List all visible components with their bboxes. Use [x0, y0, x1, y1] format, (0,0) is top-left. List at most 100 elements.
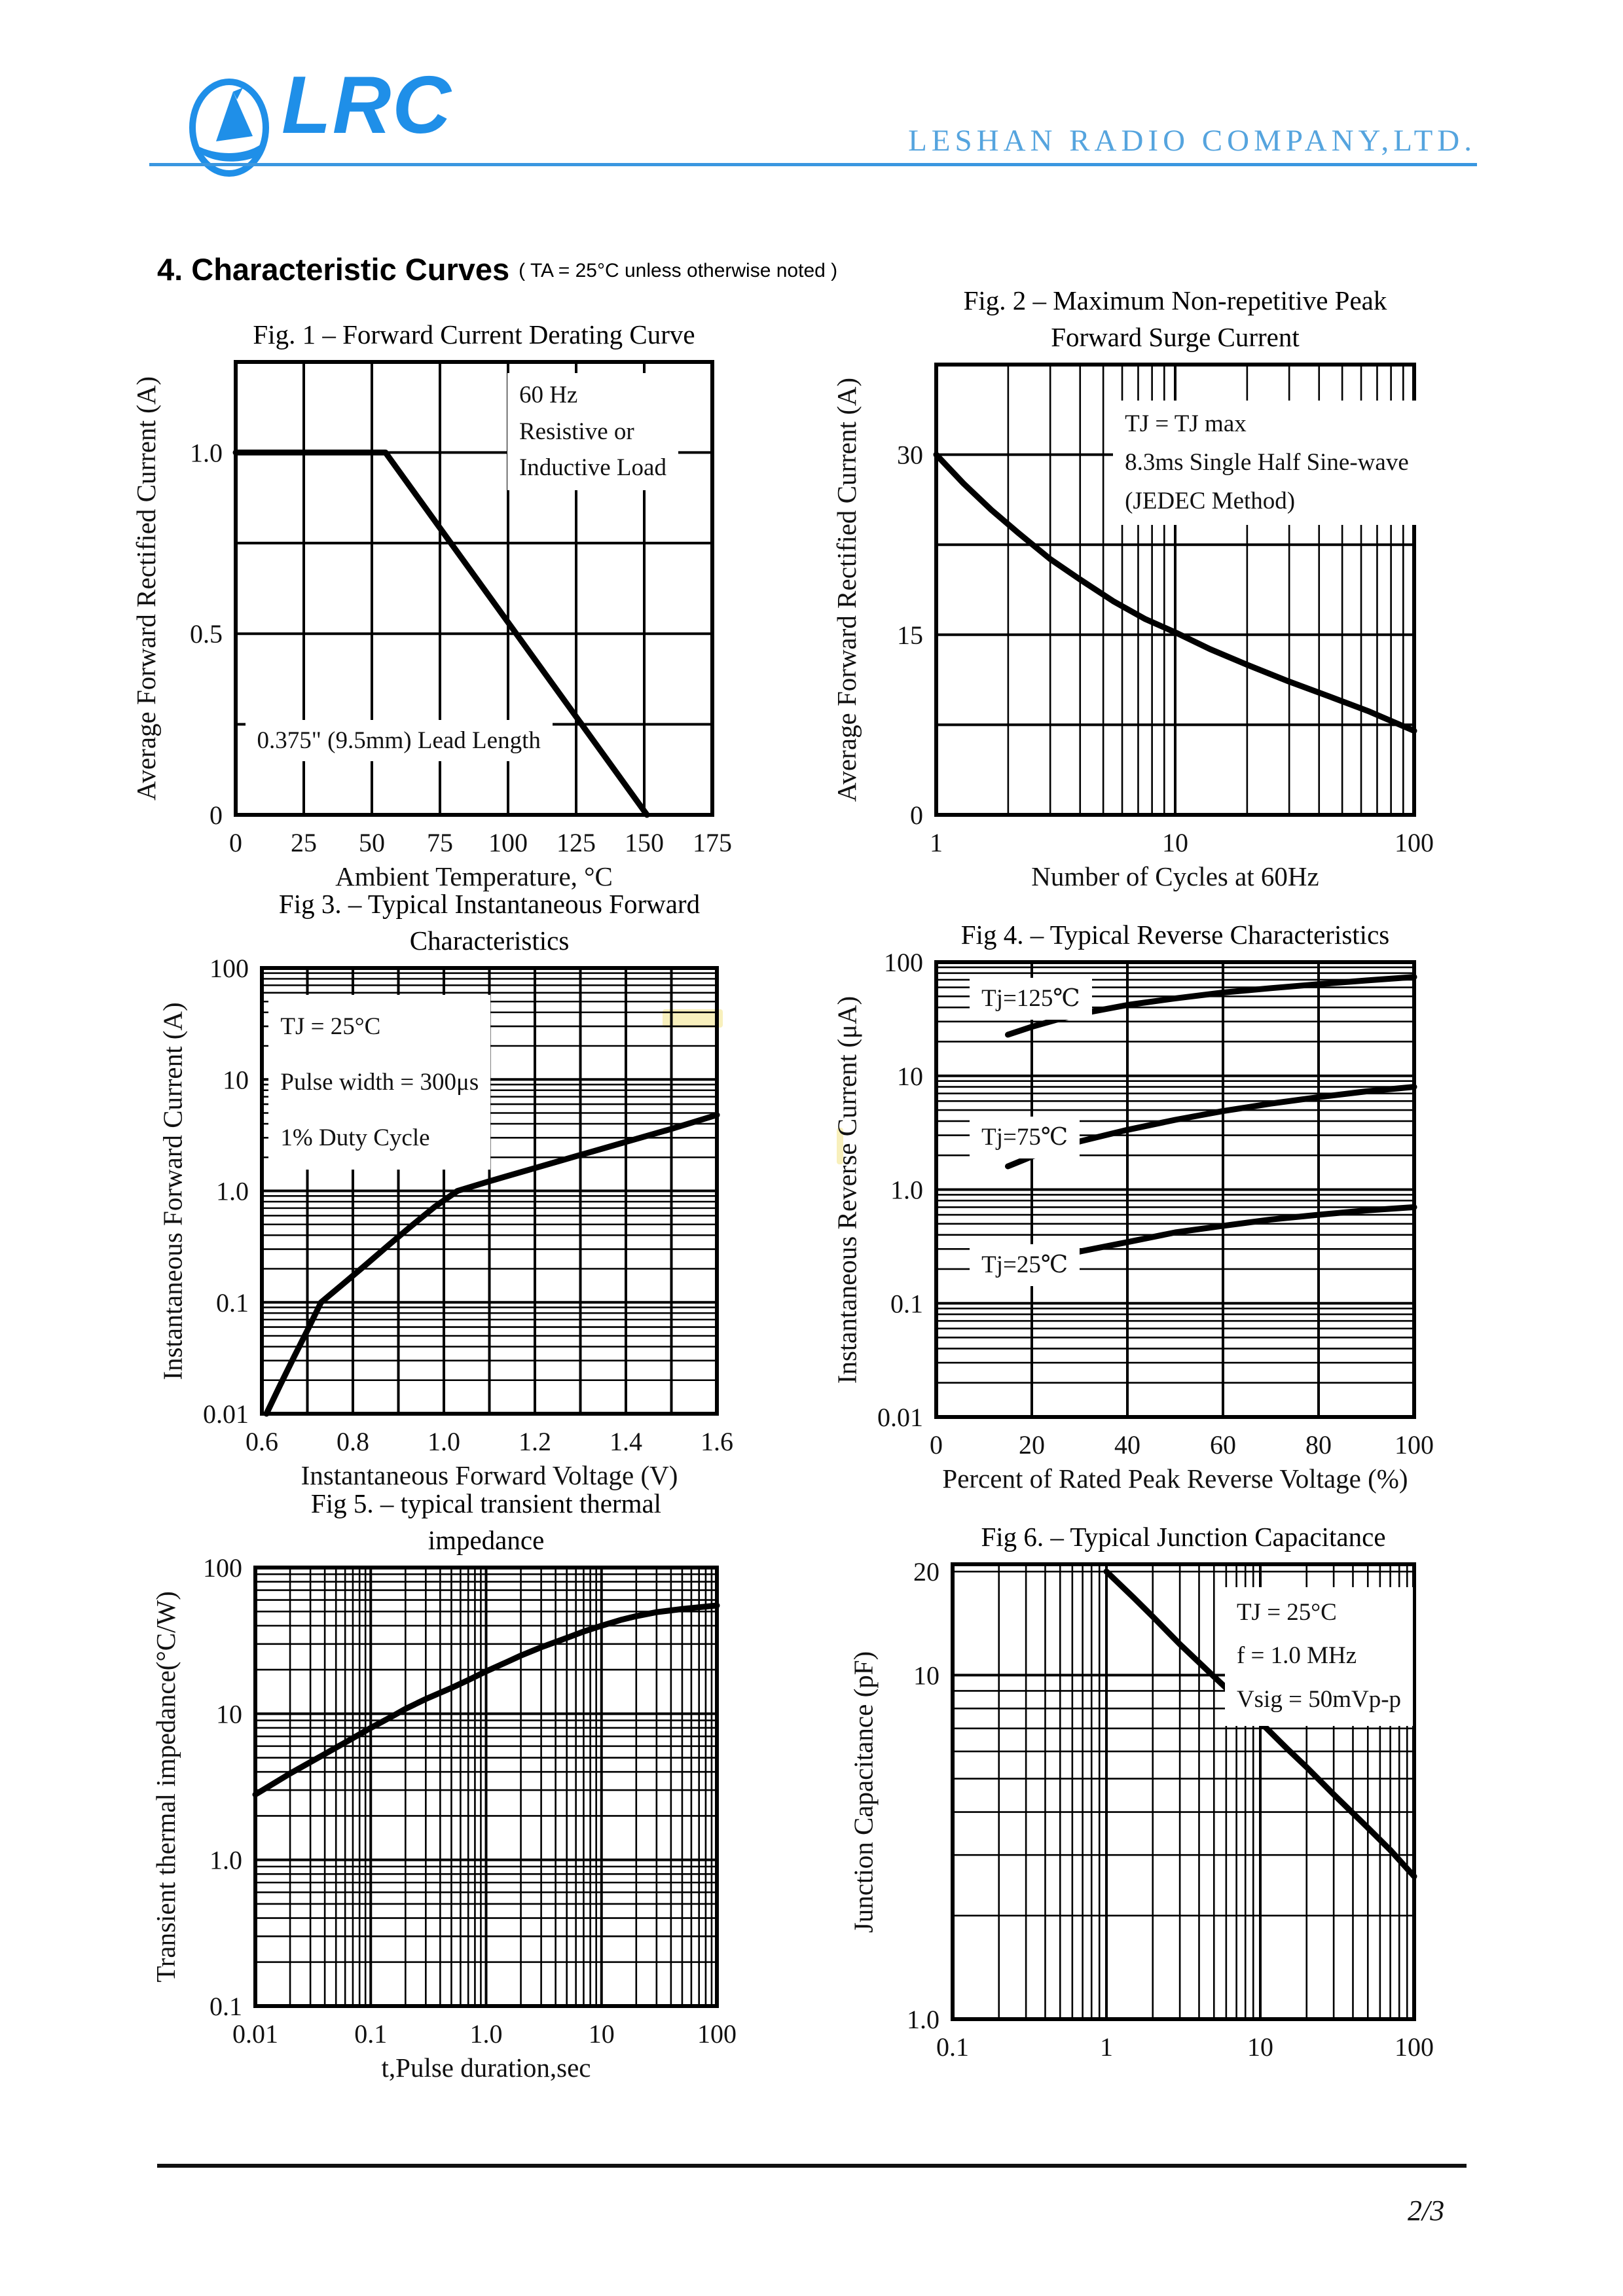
y-tick-label: 20 — [913, 1557, 939, 1587]
figure-3-plot: 0.6 0.8 1.0 1.2 1.4 1.6 100 10 1.0 0.1 0.01 TJ = 25… — [164, 942, 759, 1469]
figure-title-line: Fig 4. – Typical Reverse Characteristics — [960, 920, 1390, 950]
x-tick-label: 1.0 — [470, 2019, 503, 2049]
figure-2-x-axis-title: Number of Cycles at 60Hz — [1031, 861, 1319, 891]
x-tick-label: 100 — [1395, 1430, 1434, 1460]
figure-3-x-axis-title: Instantaneous Forward Voltage (V) — [301, 1460, 678, 1490]
y-tick-label: 15 — [897, 620, 923, 650]
x-tick-label: 1.4 — [610, 1427, 642, 1456]
x-tick-label: 60 — [1210, 1430, 1236, 1460]
lrc-logo-text: LRC — [282, 60, 452, 151]
figure-title-line: Fig. 1 – Forward Current Derating Curve — [253, 319, 695, 350]
figure-5-y-axis-title: Transient thermal impedance(°C/W) — [151, 1591, 181, 1982]
curve-forward-vi — [263, 1112, 720, 1417]
lrc-logo: LRC — [182, 60, 483, 186]
figure-title-line: Fig 6. – Typical Junction Capacitance — [981, 1522, 1386, 1552]
y-tick-label: 100 — [210, 954, 249, 983]
y-tick-label: 100 — [884, 948, 923, 977]
figure-2-title: Fig. 2 – Maximum Non-repetitive Peak For… — [936, 282, 1414, 355]
x-tick-label: 100 — [697, 2019, 737, 2049]
figure-6-plot: 0.1 1 10 100 20 10 1.0 TJ = 25°C f = 1.0 MHz Vsig… — [854, 1538, 1457, 2075]
chart-annotation: TJ = 25°C f = 1.0 MHz Vsig = 50mVp-p — [1224, 1587, 1413, 1726]
chart-annotation: 0.375" (9.5mm) Lead Length — [245, 719, 553, 762]
chart-annotation: Tj=125℃ — [970, 978, 1092, 1020]
x-tick-label: 40 — [1114, 1430, 1140, 1460]
x-tick-label: 125 — [556, 828, 596, 857]
x-tick-label: 0.1 — [354, 2019, 387, 2049]
figure-4-plot: 0 20 40 60 80 100 100 10 1.0 0.1 0.01 Tj=125℃ Tj=75℃… — [838, 936, 1457, 1473]
x-tick-label: 75 — [427, 828, 453, 857]
x-tick-label: 80 — [1305, 1430, 1332, 1460]
y-tick-label: 0.01 — [203, 1399, 249, 1429]
y-tick-label: 0 — [210, 800, 223, 830]
x-tick-label: 10 — [1162, 828, 1188, 857]
figure-1-x-axis-title: Ambient Temperature, °C — [335, 861, 613, 891]
chart-annotation: 60 Hz Resistive or Inductive Load — [507, 373, 678, 490]
curve-thermal-impedance — [252, 1602, 720, 1798]
sailboat-logo-icon — [189, 79, 269, 177]
figure-2-y-axis-title: Average Forward Rectified Current (A) — [831, 377, 862, 802]
figure-title-line: Fig 3. – Typical Instantaneous Forward — [278, 889, 701, 919]
figure-4-title: Fig 4. – Typical Reverse Characteristics — [936, 916, 1414, 953]
figure-5-plot: 0.01 0.1 1.0 10 100 100 10 1.0 0.1 — [157, 1541, 759, 2062]
y-tick-label: 1.0 — [210, 1846, 242, 1875]
x-tick-label: 0 — [930, 1430, 943, 1460]
y-tick-label: 0.1 — [216, 1288, 249, 1318]
x-tick-label: 150 — [625, 828, 664, 857]
x-tick-label: 100 — [1395, 2032, 1434, 2062]
y-tick-label: 1.0 — [190, 438, 223, 467]
y-tick-label: 10 — [913, 1660, 939, 1690]
company-name: LESHAN RADIO COMPANY,LTD. — [908, 124, 1476, 158]
x-tick-label: 1.0 — [428, 1427, 460, 1456]
footer-rule — [157, 2164, 1467, 2168]
figure-title-line: Characteristics — [409, 925, 570, 956]
y-tick-label: 100 — [203, 1553, 242, 1583]
figure-title-line: impedance — [428, 1525, 545, 1555]
section-title: 4. Characteristic Curves — [157, 252, 510, 287]
figure-title-line: Fig. 2 – Maximum Non-repetitive Peak — [963, 285, 1387, 315]
figure-1-title: Fig. 1 – Forward Current Derating Curve — [236, 316, 712, 353]
figure-1-y-axis-title: Average Forward Rectified Current (A) — [131, 376, 161, 801]
x-tick-label: 100 — [488, 828, 528, 857]
section-condition: ( TA = 25°C unless otherwise noted ) — [519, 260, 838, 281]
figure-2-plot: 1 10 100 0 15 30 TJ = TJ max 8.3ms Single Half … — [838, 338, 1457, 870]
figure-1-plot: 0 25 50 75 100 125 150 175 0 0.5 1.0 60 Hz Resistive… — [137, 336, 755, 870]
figure-title-line: Fig 5. – typical transient thermal — [310, 1488, 662, 1518]
x-tick-label: 100 — [1395, 828, 1434, 857]
x-tick-label: 1 — [1100, 2032, 1113, 2062]
y-tick-label: 0.1 — [210, 1992, 242, 2021]
x-tick-label: 10 — [1247, 2032, 1273, 2062]
fig4-chart-svg: 0 20 40 60 80 100 100 10 1.0 0.1 0.01 — [877, 948, 1434, 1460]
x-tick-label: 1.2 — [519, 1427, 551, 1456]
y-tick-label: 10 — [897, 1062, 923, 1091]
figure-6-title: Fig 6. – Typical Junction Capacitance — [953, 1518, 1414, 1555]
x-tick-label: 175 — [693, 828, 732, 857]
figure-3-title: Fig 3. – Typical Instantaneous Forward C… — [262, 886, 717, 959]
y-tick-label: 0.01 — [877, 1403, 923, 1432]
y-tick-label: 1.0 — [890, 1175, 923, 1205]
x-tick-label: 0.01 — [232, 2019, 278, 2049]
figure-4-x-axis-title: Percent of Rated Peak Reverse Voltage (%… — [942, 1463, 1408, 1494]
x-tick-label: 20 — [1019, 1430, 1045, 1460]
curve-surge — [933, 452, 1417, 734]
figure-6-y-axis-title: Junction Capacitance (pF) — [848, 1651, 878, 1933]
watermark-smudge — [837, 1128, 843, 1164]
figure-5-title: Fig 5. – typical transient thermal imped… — [255, 1485, 717, 1558]
x-tick-label: 1 — [930, 828, 943, 857]
y-tick-label: 10 — [223, 1065, 249, 1094]
y-tick-label: 10 — [216, 1699, 242, 1729]
figure-4-y-axis-title: Instantaneous Reverse Current (μA) — [831, 996, 862, 1384]
curve-Tj=125C — [1005, 974, 1417, 1038]
x-tick-label: 0.8 — [337, 1427, 369, 1456]
y-tick-label: 0.5 — [190, 619, 223, 649]
x-tick-label: 0.1 — [936, 2032, 969, 2062]
y-tick-label: 1.0 — [216, 1177, 249, 1206]
chart-annotation: Tj=25℃ — [970, 1244, 1080, 1286]
x-tick-label: 0 — [229, 828, 242, 857]
y-tick-label: 1.0 — [907, 2005, 939, 2034]
chart-annotation: TJ = 25°C Pulse width = 300μs 1% Duty Cycl… — [268, 994, 491, 1170]
curve-derating — [232, 449, 650, 818]
figure-title-line: Forward Surge Current — [1051, 322, 1300, 352]
y-tick-label: 30 — [897, 440, 923, 470]
